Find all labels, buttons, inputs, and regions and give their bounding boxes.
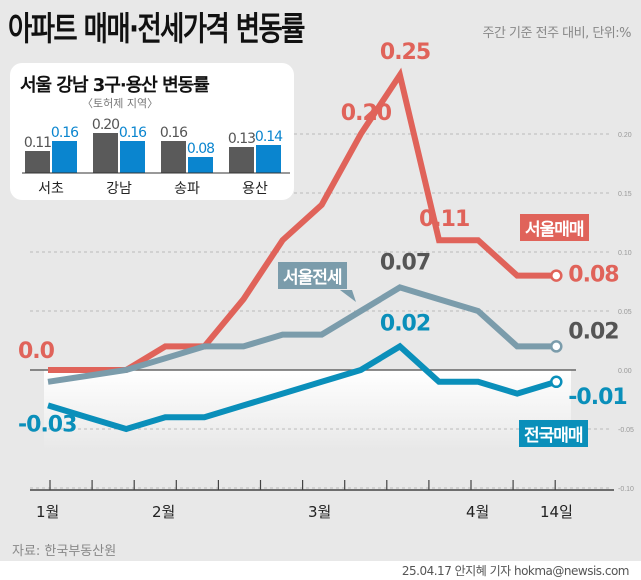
bar-label: 0.20 — [92, 117, 119, 133]
category-label: 서초 — [38, 181, 64, 197]
data-label: 0.02 — [568, 319, 618, 344]
series-tag-seoul-sale: 서울매매 — [520, 214, 589, 241]
page-title: 아파트 매매·전세가격 변동률 — [8, 9, 305, 48]
series-tag-national-sale: 전국매매 — [519, 420, 588, 447]
y-tick-label: 0.20 — [618, 132, 632, 139]
bar-label: 0.08 — [187, 141, 214, 157]
footer-bar: 25.04.17 안지혜 기자 hokma@newsis.com — [0, 561, 641, 580]
tag-pointer — [340, 290, 356, 302]
data-point — [550, 340, 563, 353]
inset-subtitle: 〈토허제 지역〉 — [82, 97, 159, 110]
bar — [229, 147, 254, 173]
x-tick-label: 3월 — [308, 503, 331, 521]
bar — [25, 151, 50, 173]
chart-subtitle: 주간 기준 전주 대비, 단위:% — [482, 26, 632, 41]
line-chart: 0.20 0.15 0.10 0.05 0.00 -0.05 -0.10 1월 2월 3월 4월 14… — [18, 40, 634, 521]
data-point — [550, 375, 563, 389]
x-tick-label: 1월 — [36, 503, 59, 521]
category-label: 송파 — [174, 181, 200, 197]
data-label: 0.0 — [18, 339, 55, 364]
negative-band — [44, 370, 571, 450]
data-label: 0.11 — [419, 207, 469, 232]
data-label: 0.20 — [341, 101, 392, 126]
y-tick-label: -0.05 — [618, 427, 634, 434]
bar-label: 0.16 — [160, 125, 188, 141]
bar — [161, 141, 186, 173]
bar-label: 0.16 — [51, 125, 79, 141]
bar — [52, 141, 77, 173]
inset-title: 서울 강남 3구·용산 변동률 — [20, 75, 210, 96]
bar — [120, 141, 145, 173]
bar-label: 0.13 — [228, 131, 255, 147]
y-tick-label: 0.15 — [618, 191, 632, 198]
category-label: 용산 — [242, 181, 268, 197]
bar-label: 0.11 — [24, 135, 51, 151]
district-bar-chart: 서울 강남 3구·용산 변동률 〈토허제 지역〉 0.11 0.16 서초 0.20 0… — [10, 63, 294, 200]
data-label: 0.07 — [380, 250, 430, 275]
y-tick-label: 0.10 — [618, 250, 632, 257]
series-line — [47, 342, 558, 433]
data-label: 0.25 — [380, 40, 430, 65]
x-tick-label: 2월 — [152, 503, 175, 521]
y-tick-label: -0.10 — [618, 486, 634, 493]
bar — [188, 157, 213, 173]
series-tag-seoul-jeonse: 서울전세 — [278, 262, 347, 289]
x-tick-label: 14일 — [540, 503, 573, 521]
source-note: 자료: 한국부동산원 — [12, 544, 117, 559]
bar — [256, 145, 281, 173]
data-label: 0.08 — [568, 263, 618, 288]
data-label: -0.03 — [18, 412, 76, 437]
bar-label: 0.16 — [119, 125, 147, 141]
bar-label: 0.14 — [255, 129, 283, 145]
y-tick-label: 0.00 — [618, 368, 632, 375]
y-tick-label: 0.05 — [618, 309, 632, 316]
credit: 25.04.17 안지혜 기자 hokma@newsis.com — [401, 564, 630, 578]
data-label: -0.01 — [568, 385, 626, 410]
data-point — [550, 269, 563, 282]
category-label: 강남 — [106, 181, 132, 197]
bar — [93, 133, 118, 173]
series-line — [47, 284, 557, 385]
x-tick-label: 4월 — [466, 503, 489, 521]
data-label: 0.02 — [380, 311, 430, 336]
